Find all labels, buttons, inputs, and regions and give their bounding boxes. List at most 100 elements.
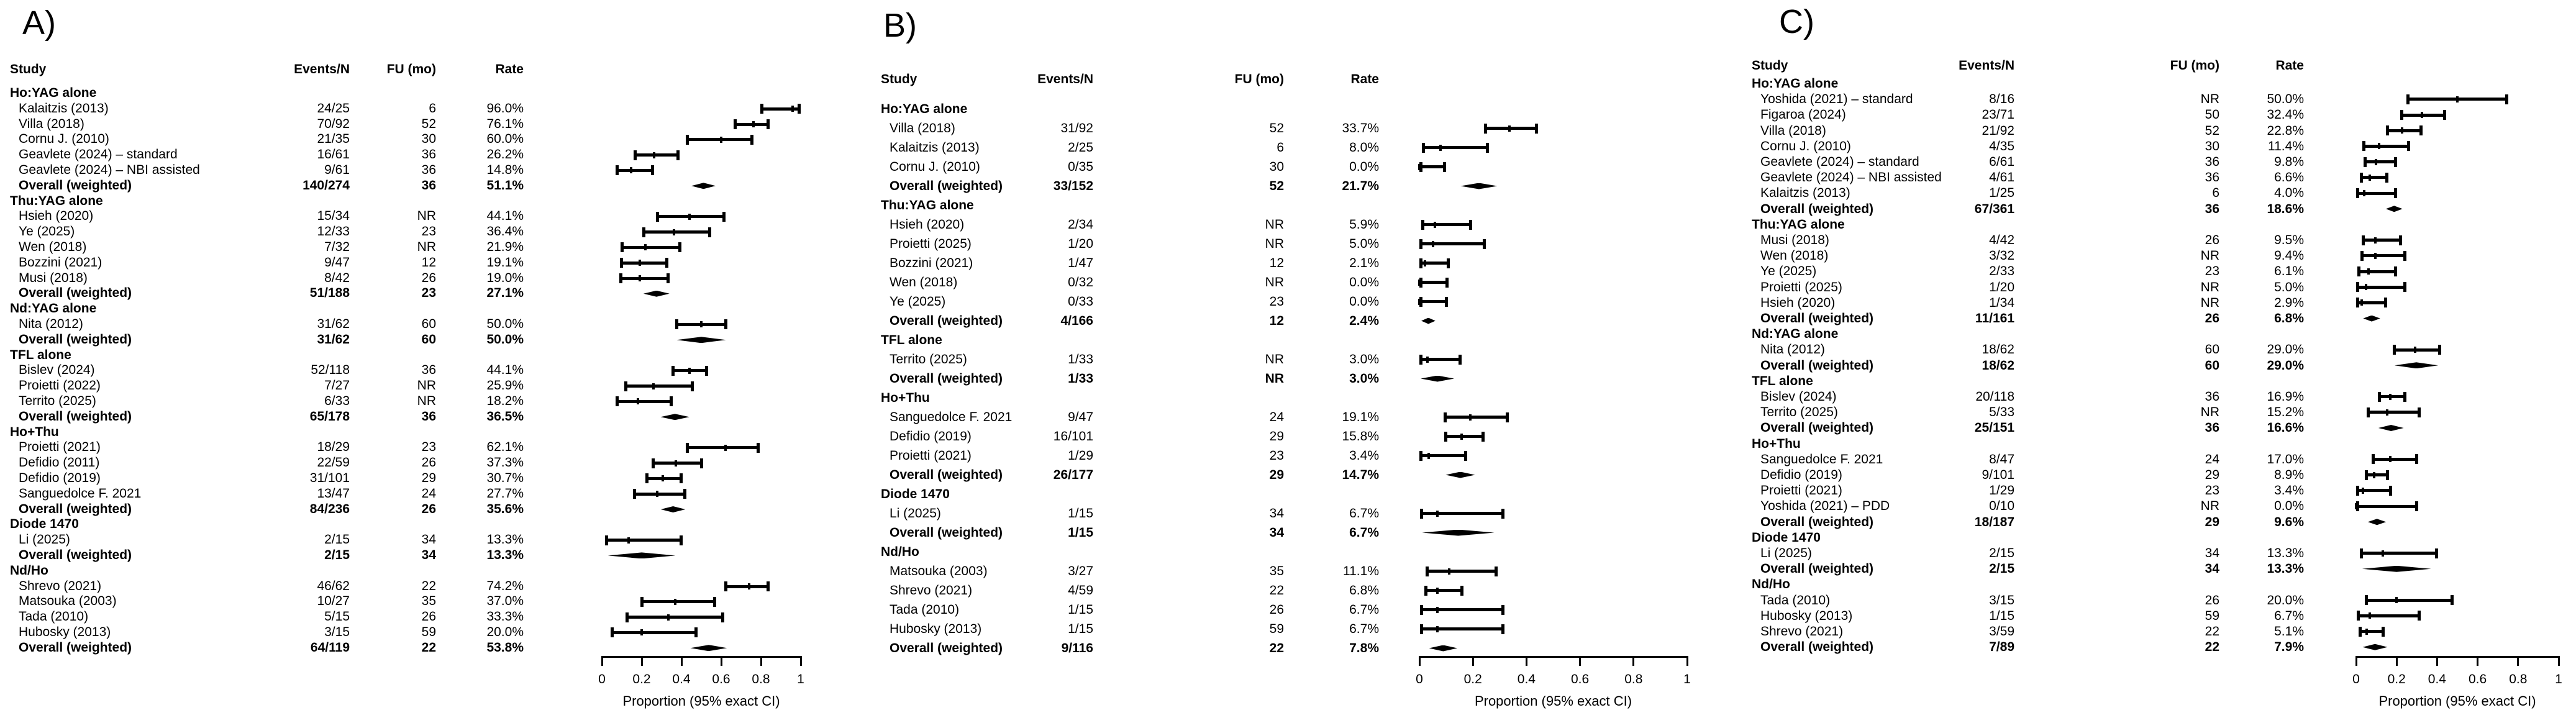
events-cell: 21/92 <box>1982 123 2014 138</box>
study-name: Musi (2018) <box>19 270 88 285</box>
panel-label-b: B) <box>883 7 917 44</box>
rate-cell: 6.7% <box>1349 622 1379 636</box>
x-axis-tick <box>640 656 643 666</box>
fu-cell: 26 <box>421 501 436 516</box>
study-name: Bislev (2024) <box>19 363 95 378</box>
study-name: Bislev (2024) <box>1760 389 1837 404</box>
fu-cell: 23 <box>421 286 436 301</box>
ci-bar <box>2366 407 2421 417</box>
point-estimate-marker <box>2395 597 2398 604</box>
x-axis-tick <box>760 656 762 666</box>
rate-cell: 62.1% <box>486 440 524 455</box>
events-cell: 21/35 <box>317 132 350 147</box>
events-cell: 1/15 <box>1068 506 1093 521</box>
rate-cell: 11.4% <box>2268 139 2304 153</box>
x-axis-tick-label: 0.6 <box>1570 672 1590 686</box>
x-axis-tick <box>799 656 802 666</box>
ci-cap-left <box>2400 110 2404 120</box>
ci-cap-left <box>632 489 636 499</box>
ci-bar <box>1419 508 1505 519</box>
ci-cap-left <box>2360 250 2364 261</box>
study-name: Wen (2018) <box>890 275 958 289</box>
ci-line <box>1424 589 1464 592</box>
ci-line <box>2359 176 2388 180</box>
study-name: Matsouka (2003) <box>19 594 117 609</box>
ci-cap-right <box>2435 548 2439 558</box>
rate-cell: 14.7% <box>1342 468 1379 482</box>
ci-cap-right <box>676 150 680 160</box>
ci-cap-right <box>2385 470 2389 480</box>
rate-cell: 35.6% <box>486 501 524 516</box>
overall-label: Overall (weighted) <box>1760 640 1874 655</box>
group-label: Ho:YAG alone <box>881 102 968 116</box>
ci-line <box>2366 411 2421 414</box>
study-name: Shrevo (2021) <box>19 578 102 593</box>
rate-cell: 9.5% <box>2274 233 2304 247</box>
ci-bar <box>671 365 709 376</box>
point-estimate-marker <box>1508 125 1511 132</box>
ci-bar <box>610 627 698 638</box>
rate-cell: 9.6% <box>2274 514 2304 529</box>
study-name: Ye (2025) <box>890 294 946 309</box>
ci-cap-right <box>2443 110 2447 120</box>
column-header-fu: FU (mo) <box>2170 58 2219 73</box>
events-cell: 31/101 <box>309 471 350 485</box>
fu-cell: 35 <box>421 594 436 609</box>
ci-cap-left <box>1419 508 1423 519</box>
events-cell: 1/15 <box>1068 622 1093 636</box>
ci-cap-left <box>1421 219 1425 230</box>
study-name: Cornu J. (2010) <box>890 160 980 174</box>
x-axis-tick <box>2477 656 2479 666</box>
ci-bar <box>633 150 680 160</box>
ci-line <box>2364 473 2389 477</box>
fu-cell: 22 <box>2205 640 2219 655</box>
rate-cell: 5.9% <box>1349 217 1379 232</box>
ci-bar <box>2356 282 2407 293</box>
fu-cell: 24 <box>421 486 436 501</box>
x-axis-tick <box>1472 656 1474 666</box>
ci-bar <box>760 104 801 114</box>
ci-cap-left <box>2366 407 2370 417</box>
point-estimate-marker <box>1418 298 1421 305</box>
x-axis-tick <box>2395 656 2398 666</box>
ci-cap-left <box>2377 391 2381 402</box>
x-axis-tick <box>720 656 722 666</box>
events-cell: 2/25 <box>1068 140 1093 155</box>
ci-bar <box>2359 548 2439 558</box>
events-cell: 16/61 <box>317 147 350 162</box>
events-cell: 46/62 <box>317 578 350 593</box>
ci-bar <box>2365 595 2454 606</box>
point-estimate-marker <box>2368 612 2371 619</box>
fu-cell: 22 <box>421 640 436 655</box>
point-estimate-marker <box>1436 587 1439 594</box>
overall-label: Overall (weighted) <box>1760 562 1874 576</box>
events-cell: 0/10 <box>1989 499 2014 514</box>
events-cell: 2/15 <box>324 548 350 562</box>
fu-cell: NR <box>2200 92 2219 107</box>
ci-line <box>1419 300 1448 303</box>
panel-c: C) Study Events/N FU (mo) Rate Ho:YAG alone Y… <box>1717 0 2576 728</box>
study-name: Ye (2025) <box>1760 264 1817 279</box>
point-estimate-marker <box>1460 433 1463 440</box>
ci-cap-right <box>2437 345 2441 355</box>
ci-bar <box>685 134 753 145</box>
study-name: Villa (2018) <box>1760 123 1826 138</box>
point-estimate-marker <box>2355 503 2357 509</box>
fu-cell: 30 <box>421 132 436 147</box>
ci-cap-right <box>2415 501 2419 511</box>
study-name: Cornu J. (2010) <box>1760 139 1851 153</box>
point-estimate-marker <box>1418 279 1421 286</box>
fu-cell: 26 <box>421 455 436 470</box>
ci-cap-left <box>2357 266 2361 276</box>
fu-cell: 59 <box>2205 608 2219 623</box>
study-name: Bozzini (2021) <box>19 255 102 270</box>
ci-cap-right <box>2417 407 2421 417</box>
rate-cell: 6.8% <box>1349 583 1379 598</box>
ci-bar <box>2355 501 2419 511</box>
study-name: Yoshida (2021) – standard <box>1760 92 1913 107</box>
column-header-events: Events/N <box>1959 58 2014 73</box>
ci-bar <box>1419 258 1450 268</box>
x-axis-tick <box>2557 656 2560 666</box>
events-cell: 8/42 <box>324 270 350 285</box>
ci-cap-left <box>619 273 622 283</box>
